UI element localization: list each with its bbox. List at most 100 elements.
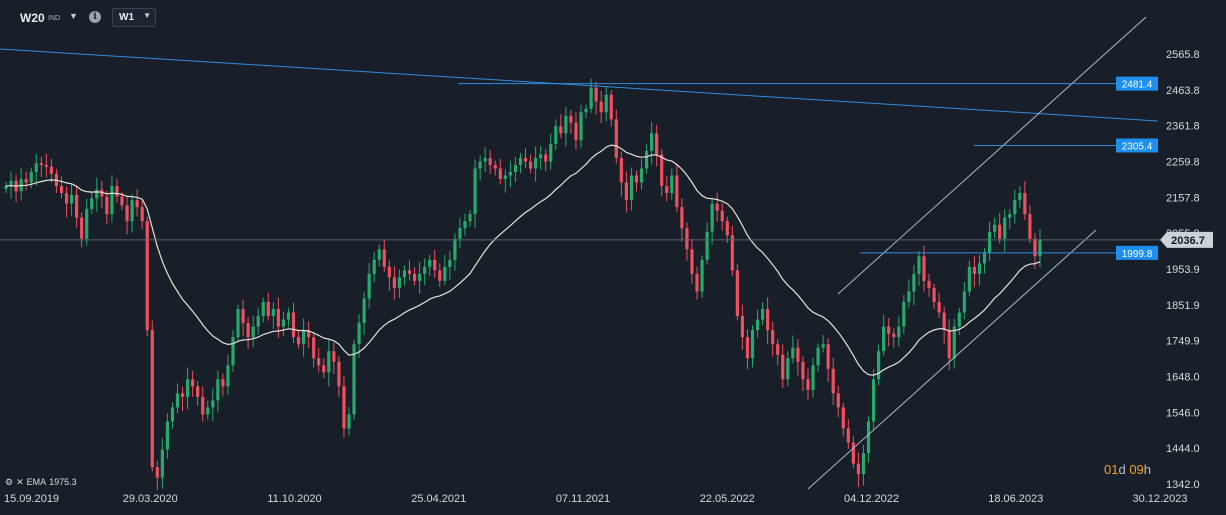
- candle-body: [125, 205, 129, 222]
- candle-body: [690, 249, 694, 274]
- candle-body: [1028, 214, 1032, 239]
- candle-body: [993, 224, 997, 232]
- candle-body: [796, 347, 800, 362]
- candle-body: [231, 337, 235, 366]
- candle-body: [29, 171, 33, 183]
- candle-body: [528, 161, 533, 169]
- candle-body: [735, 270, 739, 317]
- candle-body: [695, 273, 699, 292]
- channel-lower-line: [807, 229, 1097, 490]
- candle-body: [856, 463, 861, 475]
- timeframe-select[interactable]: W1 ▼: [112, 8, 156, 27]
- candle-body: [680, 207, 684, 229]
- chevron-down-icon: ▼: [143, 11, 151, 20]
- candle-body: [887, 326, 891, 334]
- candle-body: [665, 186, 669, 194]
- candle-body: [902, 301, 906, 327]
- candle-body: [730, 235, 734, 271]
- price-level-label: 2305.4: [1122, 141, 1153, 152]
- candle-body: [463, 221, 467, 229]
- candle-body: [382, 249, 386, 267]
- candle-body: [710, 203, 714, 232]
- candle-body: [352, 344, 356, 415]
- x-tick-label: 15.09.2019: [4, 493, 59, 505]
- candle-body: [191, 379, 195, 387]
- candle-body: [725, 221, 729, 236]
- candle-body: [423, 266, 427, 274]
- candle-body: [821, 344, 825, 348]
- x-tick-label: 18.06.2023: [988, 493, 1043, 505]
- candle-body: [917, 256, 921, 274]
- candle-body: [967, 266, 971, 292]
- candle-body: [90, 198, 94, 209]
- candle-body: [584, 108, 588, 113]
- candle-body: [150, 330, 154, 468]
- candle-body: [286, 312, 291, 320]
- candle-body: [998, 224, 1002, 239]
- candle-body: [312, 337, 316, 359]
- candle-body: [39, 163, 43, 165]
- candle-body: [130, 200, 134, 222]
- candle-body: [85, 208, 89, 239]
- candle-body: [942, 312, 946, 331]
- candle-body: [387, 266, 391, 278]
- candle-body: [806, 379, 810, 390]
- candle-body: [766, 309, 770, 331]
- candle-body: [1008, 214, 1012, 218]
- candle-body: [534, 157, 538, 169]
- candle-body: [397, 277, 402, 288]
- candle-body: [861, 453, 866, 475]
- candle-body: [579, 112, 583, 141]
- candle-body: [987, 231, 992, 253]
- candle-body: [609, 94, 613, 120]
- candle-body: [876, 351, 881, 380]
- candle-body: [771, 330, 775, 345]
- candle-body: [518, 157, 523, 165]
- candle-body: [140, 207, 144, 222]
- chart-toolbar: W20 IND ▼ i W1 ▼: [0, 0, 400, 30]
- x-tick-label: 22.05.2022: [700, 493, 755, 505]
- candle-body: [59, 186, 64, 194]
- candle-body: [816, 347, 820, 366]
- x-tick-label: 30.12.2023: [1132, 493, 1187, 505]
- candle-body: [498, 168, 502, 180]
- settings-icon[interactable]: ⚙: [5, 477, 14, 487]
- countdown-days: 01: [1104, 462, 1119, 477]
- candle-body: [503, 175, 507, 180]
- symbol-dropdown-icon[interactable]: ▼: [69, 11, 78, 21]
- candle-body: [937, 301, 941, 313]
- candle-body: [185, 379, 190, 397]
- candle-body: [428, 259, 432, 267]
- close-icon[interactable]: ✕: [16, 477, 24, 487]
- candle-body: [342, 386, 346, 429]
- channel-upper-line: [837, 16, 1147, 295]
- candle-body: [95, 189, 99, 199]
- candle-body: [211, 400, 215, 408]
- candle-body: [488, 157, 492, 165]
- candle-body: [145, 221, 149, 331]
- candle-body: [614, 119, 618, 158]
- candle-body: [539, 154, 543, 158]
- candle-body: [760, 309, 765, 320]
- candle-body: [1038, 239, 1042, 257]
- y-tick-label: 1851.9: [1166, 300, 1200, 312]
- symbol-name[interactable]: W20: [20, 11, 45, 25]
- candle-body: [846, 428, 850, 443]
- candle-body: [438, 270, 442, 281]
- candle-body: [64, 193, 69, 204]
- candle-body: [594, 87, 598, 102]
- candle-body: [962, 291, 966, 313]
- candle-body: [655, 133, 659, 155]
- candle-body: [165, 421, 170, 450]
- candle-body: [544, 154, 548, 162]
- candle-body: [624, 182, 628, 201]
- candle-body: [75, 194, 79, 218]
- candle-body: [826, 344, 830, 369]
- info-icon[interactable]: i: [89, 11, 101, 23]
- candle-body: [755, 319, 760, 331]
- candle-body: [599, 101, 603, 113]
- y-tick-label: 1444.0: [1166, 443, 1200, 455]
- ema-value: 1975.3: [49, 477, 77, 487]
- candle-body: [977, 263, 982, 274]
